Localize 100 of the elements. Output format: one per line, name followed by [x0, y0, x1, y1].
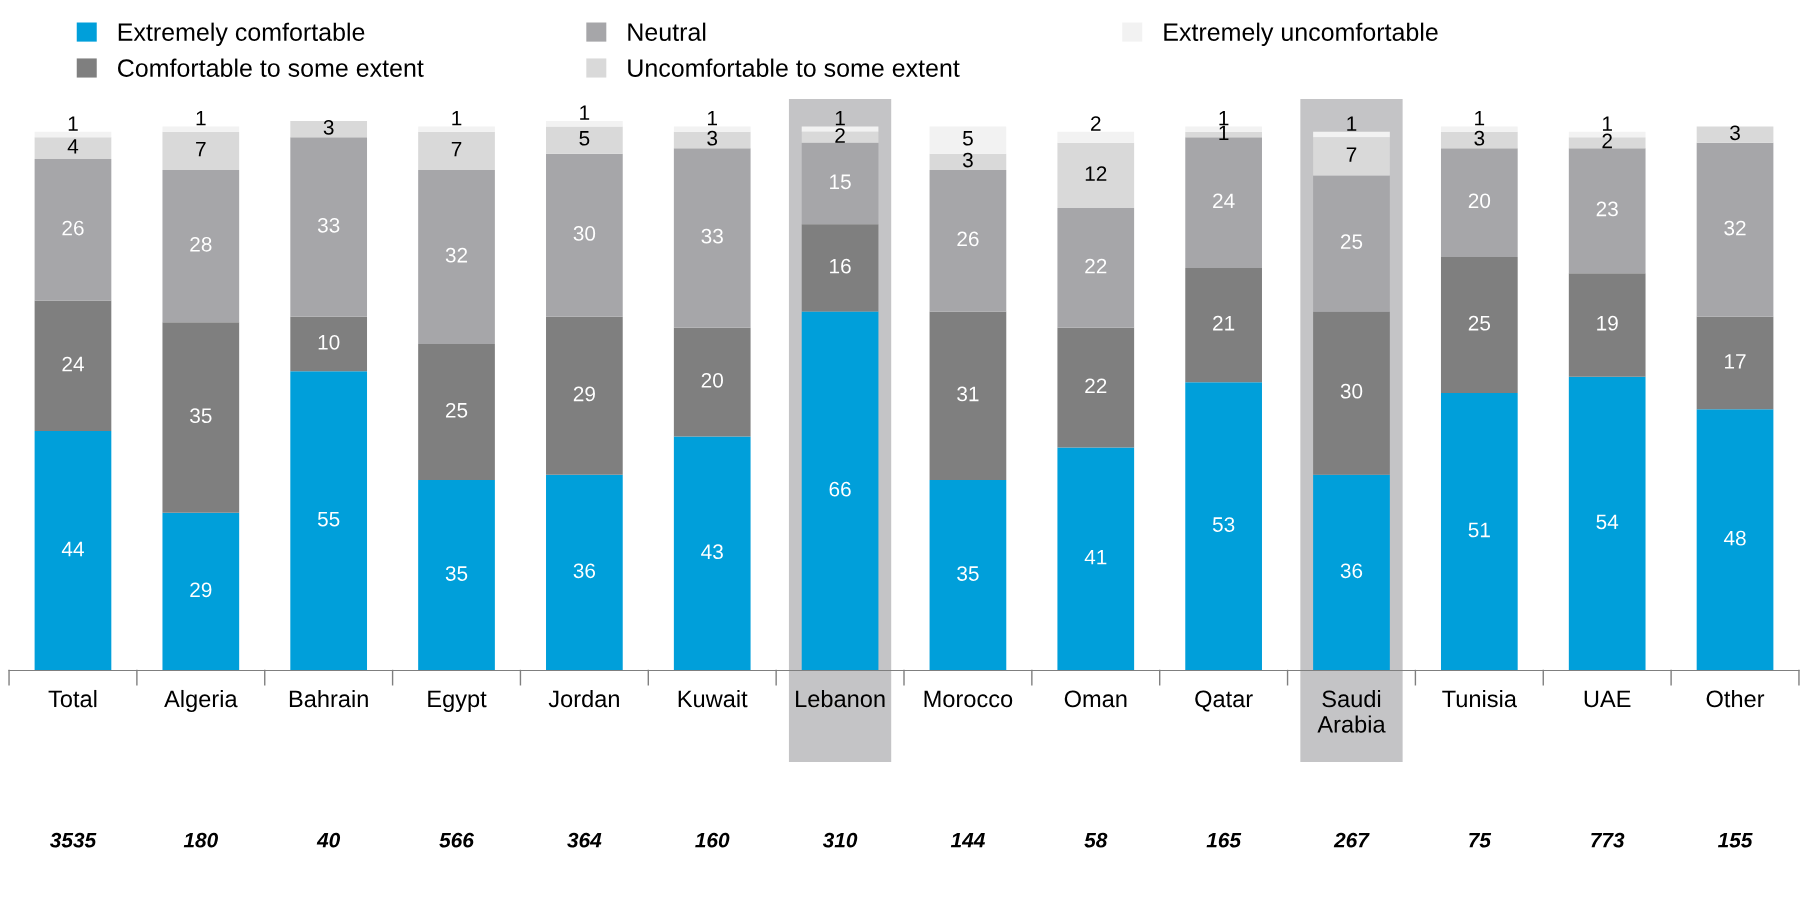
- bar: [418, 480, 495, 671]
- data-label: 32: [445, 247, 468, 263]
- bar: [1057, 327, 1135, 448]
- data-label: 3: [323, 119, 334, 135]
- data-label: 7: [196, 141, 206, 157]
- data-label: 1: [1475, 110, 1485, 126]
- data-label: 29: [190, 582, 212, 598]
- legend-label: Neutral: [628, 22, 706, 41]
- x-tick-label: Jordan: [548, 689, 619, 708]
- legend-label: Extremely uncomfortable: [1164, 22, 1438, 46]
- text: 165: [1206, 832, 1242, 848]
- text: 58: [1084, 832, 1108, 848]
- data-label: 1: [196, 110, 206, 126]
- legend-label: Comfortable to some extent: [118, 58, 424, 77]
- bar: [1313, 131, 1390, 138]
- bar: [1057, 131, 1135, 143]
- bar: [1057, 142, 1135, 209]
- data-label: 7: [451, 141, 462, 157]
- x-tick-label: Tunisia: [1442, 689, 1517, 708]
- bar: [1440, 393, 1518, 671]
- data-label: 29: [573, 386, 595, 402]
- bar: [1568, 148, 1646, 274]
- data-label: 1: [1347, 116, 1357, 131]
- data-label: 17: [1725, 354, 1746, 369]
- data-label: 20: [701, 372, 723, 388]
- data-label: 10: [318, 334, 340, 350]
- data-label: 55: [317, 511, 340, 527]
- bar: [418, 131, 495, 170]
- text: 3535: [49, 832, 97, 848]
- bar: [673, 436, 751, 671]
- bar: [546, 126, 623, 154]
- data-label: 25: [1468, 315, 1491, 331]
- bar: [673, 327, 751, 437]
- bar: [801, 311, 879, 671]
- text: 364: [567, 832, 602, 848]
- bar: [418, 126, 495, 132]
- text: 267: [1333, 832, 1370, 848]
- bar: [929, 169, 1007, 312]
- bar: [34, 159, 112, 301]
- data-label: 16: [830, 258, 851, 274]
- x-tick-label: Algeria: [164, 689, 238, 712]
- data-label: 26: [62, 220, 84, 236]
- data-label: 1: [452, 110, 462, 126]
- bar: [546, 120, 623, 127]
- data-label: 1: [708, 110, 717, 126]
- bar: [929, 126, 1007, 154]
- x-tick-label: Egypt: [428, 690, 487, 712]
- bar: [34, 431, 112, 671]
- x-tick-label: Saudi Arabia: [1317, 689, 1386, 733]
- data-label: 4: [67, 139, 79, 154]
- bar: [1568, 273, 1646, 377]
- data-label: 31: [957, 386, 979, 402]
- bar: [673, 148, 751, 328]
- bar: [1057, 447, 1135, 671]
- data-label: 66: [829, 481, 851, 497]
- data-label: 5: [962, 131, 973, 146]
- bar: [1185, 382, 1262, 671]
- data-label: 36: [1340, 563, 1363, 579]
- text: 773: [1591, 832, 1625, 848]
- bar: [1696, 142, 1774, 317]
- bar: [1568, 376, 1646, 671]
- data-label: 1: [1219, 125, 1229, 140]
- data-label: 41: [1084, 550, 1107, 565]
- bar: [1313, 311, 1390, 475]
- x-tick-label: Lebanon: [796, 689, 885, 708]
- data-label: 25: [1340, 234, 1363, 249]
- bar: [1057, 208, 1135, 328]
- data-label: 1: [580, 105, 590, 120]
- bar: [34, 131, 112, 138]
- x-tick-label: Other: [1706, 689, 1765, 708]
- bar: [162, 126, 240, 132]
- data-label: 30: [573, 226, 596, 241]
- text: 75: [1469, 833, 1492, 848]
- bar: [290, 120, 368, 138]
- text: 310: [822, 832, 858, 848]
- data-label: 22: [1085, 258, 1107, 274]
- bar: [929, 311, 1007, 481]
- data-label: 26: [957, 231, 979, 247]
- data-label: 24: [1213, 193, 1235, 208]
- data-label: 3: [1730, 125, 1740, 141]
- data-label: 19: [1597, 315, 1618, 331]
- data-label: 1: [68, 116, 78, 131]
- x-tick-label: Bahrain: [289, 689, 368, 708]
- bar: [162, 169, 240, 323]
- legend-label: Extremely comfortable: [118, 22, 365, 46]
- bar: [162, 322, 240, 513]
- bar: [1440, 126, 1518, 132]
- bar: [673, 131, 751, 149]
- bar: [929, 480, 1007, 671]
- bar: [290, 371, 368, 671]
- bar: [673, 126, 751, 132]
- data-label: 22: [1085, 378, 1107, 393]
- data-label: 24: [62, 356, 84, 372]
- bar: [546, 316, 623, 475]
- text: 40: [316, 832, 341, 848]
- bar: [1313, 474, 1390, 671]
- bar: [1696, 409, 1774, 671]
- bar: [1440, 131, 1518, 149]
- data-label: 5: [579, 131, 590, 146]
- x-tick-label: Kuwait: [678, 689, 748, 708]
